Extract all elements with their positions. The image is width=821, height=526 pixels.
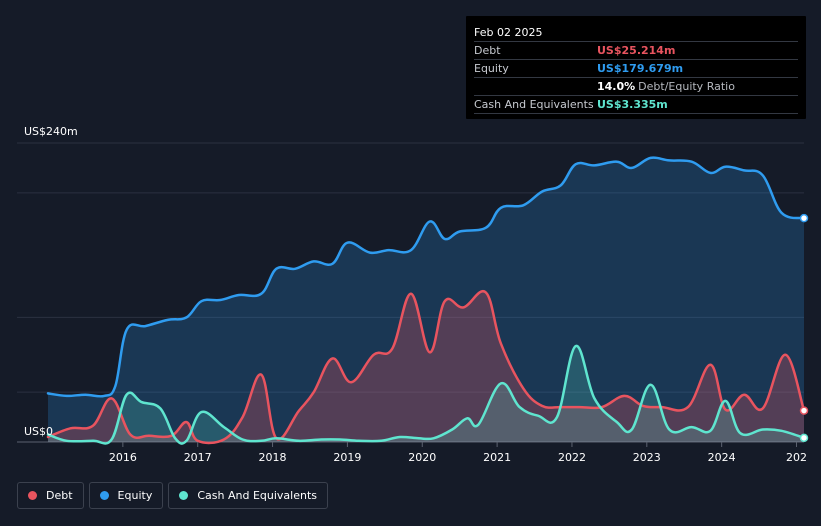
tooltip-value: US$179.679m: [597, 62, 684, 75]
tooltip-label: Debt: [474, 44, 501, 57]
y-axis-top-label: US$240m: [24, 125, 78, 138]
legend-dot-icon: [99, 491, 109, 500]
equity-endpoint: [799, 213, 809, 223]
equity-line: [46, 156, 806, 398]
tooltip-value: US$3.335m: [597, 98, 668, 111]
x-tick-label: 2018: [259, 451, 287, 464]
x-tick-label: 2017: [184, 451, 212, 464]
tooltip-value: 14.0%: [597, 80, 636, 93]
cash-and-equivalents-endpoint: [799, 433, 809, 443]
tooltip-ratio-caption: Debt/Equity Ratio: [638, 80, 735, 93]
legend: Debt Equity Cash And Equivalents: [17, 482, 328, 509]
tooltip-row-equity: Equity US$179.679m: [474, 59, 798, 77]
series-areas: [48, 157, 804, 444]
equity-area: [48, 157, 804, 442]
y-axis-bottom-label: US$0: [24, 425, 53, 438]
legend-dot-icon: [179, 491, 189, 500]
grid-lines: [17, 142, 804, 443]
tooltip-ratio-wrap: 14.0% Debt/Equity Ratio: [597, 78, 735, 95]
legend-dot-icon: [28, 491, 37, 500]
tooltip-label: Cash And Equivalents: [474, 98, 594, 111]
x-tick-label: 202: [786, 451, 807, 464]
x-tick-label: 2019: [333, 451, 361, 464]
tooltip-row-ratio: 14.0% Debt/Equity Ratio: [474, 77, 798, 95]
series-lines: [46, 156, 806, 445]
tooltip-row-cash: Cash And Equivalents US$3.335m: [474, 95, 798, 114]
legend-item-debt[interactable]: Debt: [17, 482, 84, 509]
x-tick-label: 2021: [483, 451, 511, 464]
x-tick-label: 2022: [558, 451, 586, 464]
debt-line: [46, 289, 806, 445]
tooltip: Feb 02 2025 Debt US$25.214m Equity US$17…: [466, 16, 806, 119]
legend-item-equity[interactable]: Equity: [88, 482, 164, 509]
x-tick-label: 2020: [408, 451, 436, 464]
legend-item-cash[interactable]: Cash And Equivalents: [168, 482, 328, 509]
legend-label: Cash And Equivalents: [197, 489, 317, 502]
cash-and-equivalents-line: [46, 344, 806, 445]
tooltip-row-debt: Debt US$25.214m: [474, 41, 798, 59]
tooltip-value: US$25.214m: [597, 44, 676, 57]
tooltip-date: Feb 02 2025: [474, 26, 543, 39]
x-tick-label: 2024: [708, 451, 736, 464]
legend-label: Debt: [46, 489, 73, 502]
debt-area: [48, 291, 804, 443]
x-axis-ticks: 2016 2017 2018 2019 2020 2021 2022 2023 2024 202: [109, 442, 807, 464]
x-tick-label: 2023: [633, 451, 661, 464]
series-endpoints: [799, 213, 809, 443]
x-tick-label: 2016: [109, 451, 137, 464]
tooltip-label: Equity: [474, 62, 509, 75]
legend-label: Equity: [117, 489, 153, 502]
debt-endpoint: [799, 406, 809, 415]
cash-and-equivalents-area: [48, 345, 804, 444]
tooltip-label: [474, 78, 597, 95]
